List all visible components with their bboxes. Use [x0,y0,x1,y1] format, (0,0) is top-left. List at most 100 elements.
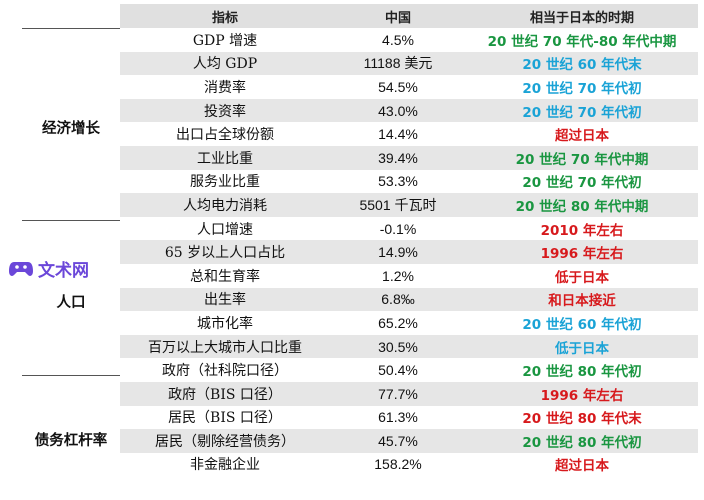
japan-equivalent-cell: 低于日本 [466,334,698,359]
japan-equivalent-cell: 20 世纪 70 年代初 [466,98,698,123]
china-value-cell: 53.3% [378,173,418,190]
category-debt-leverage: 债务杠杆率 [34,433,108,449]
china-value-cell: 30.5% [330,334,466,359]
indicator-cell: 城市化率 [197,315,253,332]
table-row: 非金融企业 158.2% 超过日本 [22,453,698,477]
indicator-cell: 百万以上大城市人口比重 [120,334,330,359]
category-cell [22,311,120,335]
china-value-cell: 4.5% [382,31,414,48]
comparison-table: 指标 中国 相当于日本的时期 GDP 增速 4.5% 20 世纪 70 年代-80 … [22,4,698,476]
china-value-cell: 43.0% [330,98,466,123]
indicator-cell: GDP 增速 [192,32,258,49]
japan-equivalent-cell: 超过日本 [555,128,609,145]
table-row: 人口增速 -0.1% 2010 年左右 [22,217,698,241]
table-row: 居民（剔除经营债务） 45.7% 20 世纪 80 年代初 [22,429,698,453]
category-population: 人口 [56,295,86,311]
table-row: 城市化率 65.2% 20 世纪 60 年代初 [22,311,698,335]
japan-equivalent-cell: 20 世纪 60 年代末 [466,51,698,76]
category-cell [22,52,120,76]
china-value-cell: 14.4% [378,126,418,143]
table-row: 服务业比重 53.3% 20 世纪 70 年代初 [22,170,698,194]
watermark-text: 文术网 [38,261,89,281]
indicator-cell: 投资率 [120,98,330,123]
table-row: 工业比重 39.4% 20 世纪 70 年代中期 [22,145,698,170]
category-cell [22,335,120,359]
china-value-cell: 14.9% [330,240,466,264]
table-row: 消费率 54.5% 20 世纪 70 年代初 [22,75,698,99]
category-cell [22,382,120,406]
table-row: 政府（社科院口径） 50.4% 20 世纪 80 年代初 [22,358,698,382]
table-row: 百万以上大城市人口比重 30.5% 低于日本 [22,334,698,359]
indicator-cell: 人均电力消耗 [120,193,330,217]
table-row: 投资率 43.0% 20 世纪 70 年代初 [22,98,698,123]
indicator-cell: 人均 GDP [120,51,330,76]
japan-equivalent-cell: 20 世纪 70 年代中期 [466,145,698,170]
china-value-cell: 11188 美元 [330,51,466,76]
indicator-cell: 总和生育率 [190,268,260,285]
indicator-cell: 65 岁以上人口占比 [120,240,330,264]
japan-equivalent-cell: 1996 年左右 [466,240,698,264]
china-value-cell: 158.2% [374,456,422,473]
japan-equivalent-cell: 20 世纪 70 年代-80 年代中期 [487,33,677,50]
category-cell [22,28,120,52]
indicator-cell: 居民（BIS 口径） [168,410,282,427]
table-row: 总和生育率 1.2% 低于日本 [22,264,698,288]
japan-equivalent-cell: 20 世纪 80 年代末 [522,411,642,428]
japan-equivalent-cell: 1996 年左右 [466,381,698,406]
japan-equivalent-cell: 20 世纪 80 年代中期 [466,193,698,217]
table-row: 人均 GDP 11188 美元 20 世纪 60 年代末 [22,51,698,76]
category-cell [22,358,120,382]
table-row: 政府（BIS 口径） 77.7% 1996 年左右 [22,381,698,406]
japan-equivalent-cell: 20 世纪 70 年代初 [522,175,642,192]
category-cell [22,406,120,430]
indicator-cell: 人口增速 [197,221,253,238]
japan-equivalent-cell: 20 世纪 80 年代初 [522,364,642,381]
china-value-cell: 50.4% [378,362,418,379]
japan-equivalent-cell: 20 世纪 80 年代初 [466,429,698,453]
category-cell [22,170,120,194]
category-cell [22,453,120,477]
china-value-cell: 54.5% [378,78,418,95]
indicator-cell: 消费率 [204,79,246,96]
japan-equivalent-cell: 超过日本 [555,458,609,475]
category-cell [22,193,120,217]
table-row: 居民（BIS 口径） 61.3% 20 世纪 80 年代末 [22,406,698,430]
indicator-cell: 工业比重 [120,145,330,170]
japan-equivalent-cell: 20 世纪 60 年代初 [522,316,642,333]
category-cell [22,146,120,170]
indicator-cell: 居民（剔除经营债务） [120,429,330,453]
table-row: 65 岁以上人口占比 14.9% 1996 年左右 [22,240,698,264]
category-economic-growth: 经济增长 [42,121,100,137]
header-japan-equivalent: 相当于日本的时期 [466,4,698,28]
table-body: GDP 增速 4.5% 20 世纪 70 年代-80 年代中期 人均 GDP 11188… [22,28,698,476]
header-category-cell [22,4,120,28]
header-indicator: 指标 [120,4,330,28]
china-value-cell: 65.2% [378,314,418,331]
indicator-cell: 出口占全球份额 [176,127,274,144]
japan-equivalent-cell: 和日本接近 [466,287,698,312]
japan-equivalent-cell: 低于日本 [555,269,609,286]
header-rule [22,28,120,29]
china-value-cell: 77.7% [330,381,466,406]
table-header-row: 指标 中国 相当于日本的时期 [22,4,698,28]
indicator-cell: 政府（BIS 口径） [120,381,330,406]
china-value-cell: 6.8‰ [330,287,466,312]
china-value-cell: 39.4% [330,145,466,170]
china-value-cell: 61.3% [378,409,418,426]
table-row: 出生率 6.8‰ 和日本接近 [22,287,698,312]
japan-equivalent-cell: 2010 年左右 [540,222,624,239]
table-row: 出口占全球份额 14.4% 超过日本 [22,122,698,146]
indicator-cell: 非金融企业 [190,457,260,474]
indicator-cell: 出生率 [120,287,330,312]
header-china: 中国 [330,4,466,28]
table-row: 人均电力消耗 5501 千瓦时 20 世纪 80 年代中期 [22,193,698,217]
japan-equivalent-cell: 20 世纪 70 年代初 [522,80,642,97]
category-divider [22,375,120,376]
indicator-cell: 政府（社科院口径） [162,363,288,380]
table-row: GDP 增速 4.5% 20 世纪 70 年代-80 年代中期 [22,28,698,52]
china-value-cell: -0.1% [379,220,417,237]
gamepad-icon [9,261,33,276]
category-cell [22,75,120,99]
china-value-cell: 45.7% [330,429,466,453]
category-divider [22,220,120,221]
